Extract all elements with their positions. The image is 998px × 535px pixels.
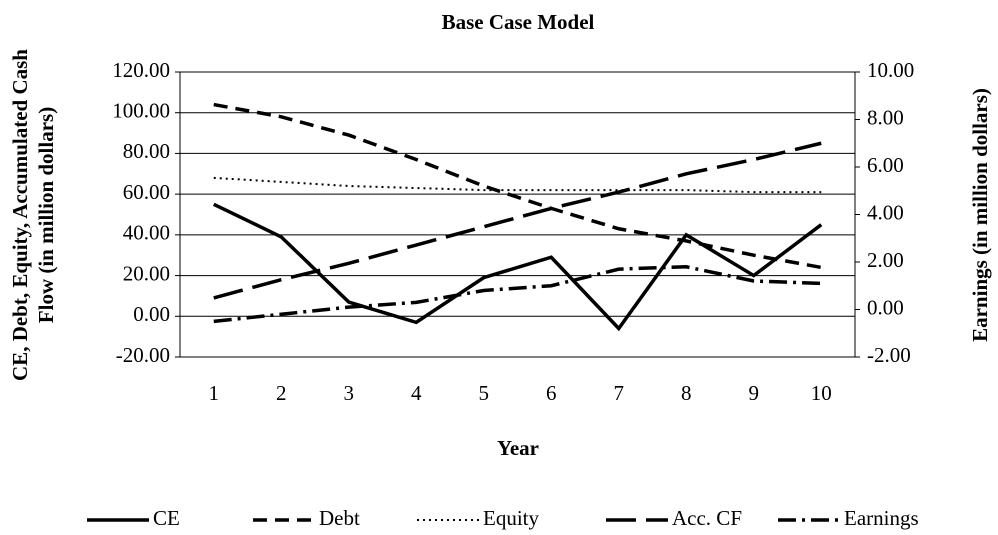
y2-axis-title: Earnings (in million dollars) (968, 88, 992, 342)
y2-tick-label: -2.00 (867, 343, 911, 367)
x-tick-label: 8 (681, 381, 692, 405)
x-tick-label: 5 (479, 381, 490, 405)
y2-tick-label: 6.00 (867, 153, 904, 177)
y-tick-label: 20.00 (123, 261, 170, 285)
x-tick-label: 2 (276, 381, 287, 405)
x-tick-label: 9 (749, 381, 760, 405)
y2-tick-label: 4.00 (867, 200, 904, 224)
x-tick-label: 10 (811, 381, 832, 405)
x-tick-label: 6 (546, 381, 557, 405)
series-line (213, 102, 822, 270)
y-tick-label: 120.00 (112, 58, 170, 82)
y-tick-label: 0.00 (133, 302, 170, 326)
x-axis-title: Year (497, 436, 539, 460)
series-line (213, 141, 822, 300)
legend-label: Earnings (844, 506, 919, 530)
x-tick-label: 7 (614, 381, 625, 405)
y-tick-label: 100.00 (112, 99, 170, 123)
y-axis-title: CE, Debt, Equity, Accumulated Cash (8, 49, 32, 381)
y2-tick-label: 8.00 (867, 105, 904, 129)
series-line (212, 202, 823, 332)
legend-label: Acc. CF (672, 506, 742, 530)
chart-title: Base Case Model (442, 10, 595, 34)
series-line (213, 176, 822, 194)
x-tick-label: 1 (209, 381, 220, 405)
y2-tick-label: 10.00 (867, 58, 914, 82)
y-tick-label: -20.00 (116, 343, 170, 367)
legend-label: Equity (483, 506, 539, 530)
y-tick-label: 80.00 (123, 139, 170, 163)
legend-label: Debt (319, 506, 360, 530)
y-axis-title: Flow (in million dollars) (34, 107, 58, 323)
y-tick-label: 60.00 (123, 180, 170, 204)
series-line (213, 264, 822, 324)
x-tick-label: 4 (411, 381, 422, 405)
y2-tick-label: 2.00 (867, 248, 904, 272)
legend-label: CE (153, 506, 180, 530)
y-tick-label: 40.00 (123, 221, 170, 245)
y2-tick-label: 0.00 (867, 295, 904, 319)
x-tick-label: 3 (344, 381, 355, 405)
